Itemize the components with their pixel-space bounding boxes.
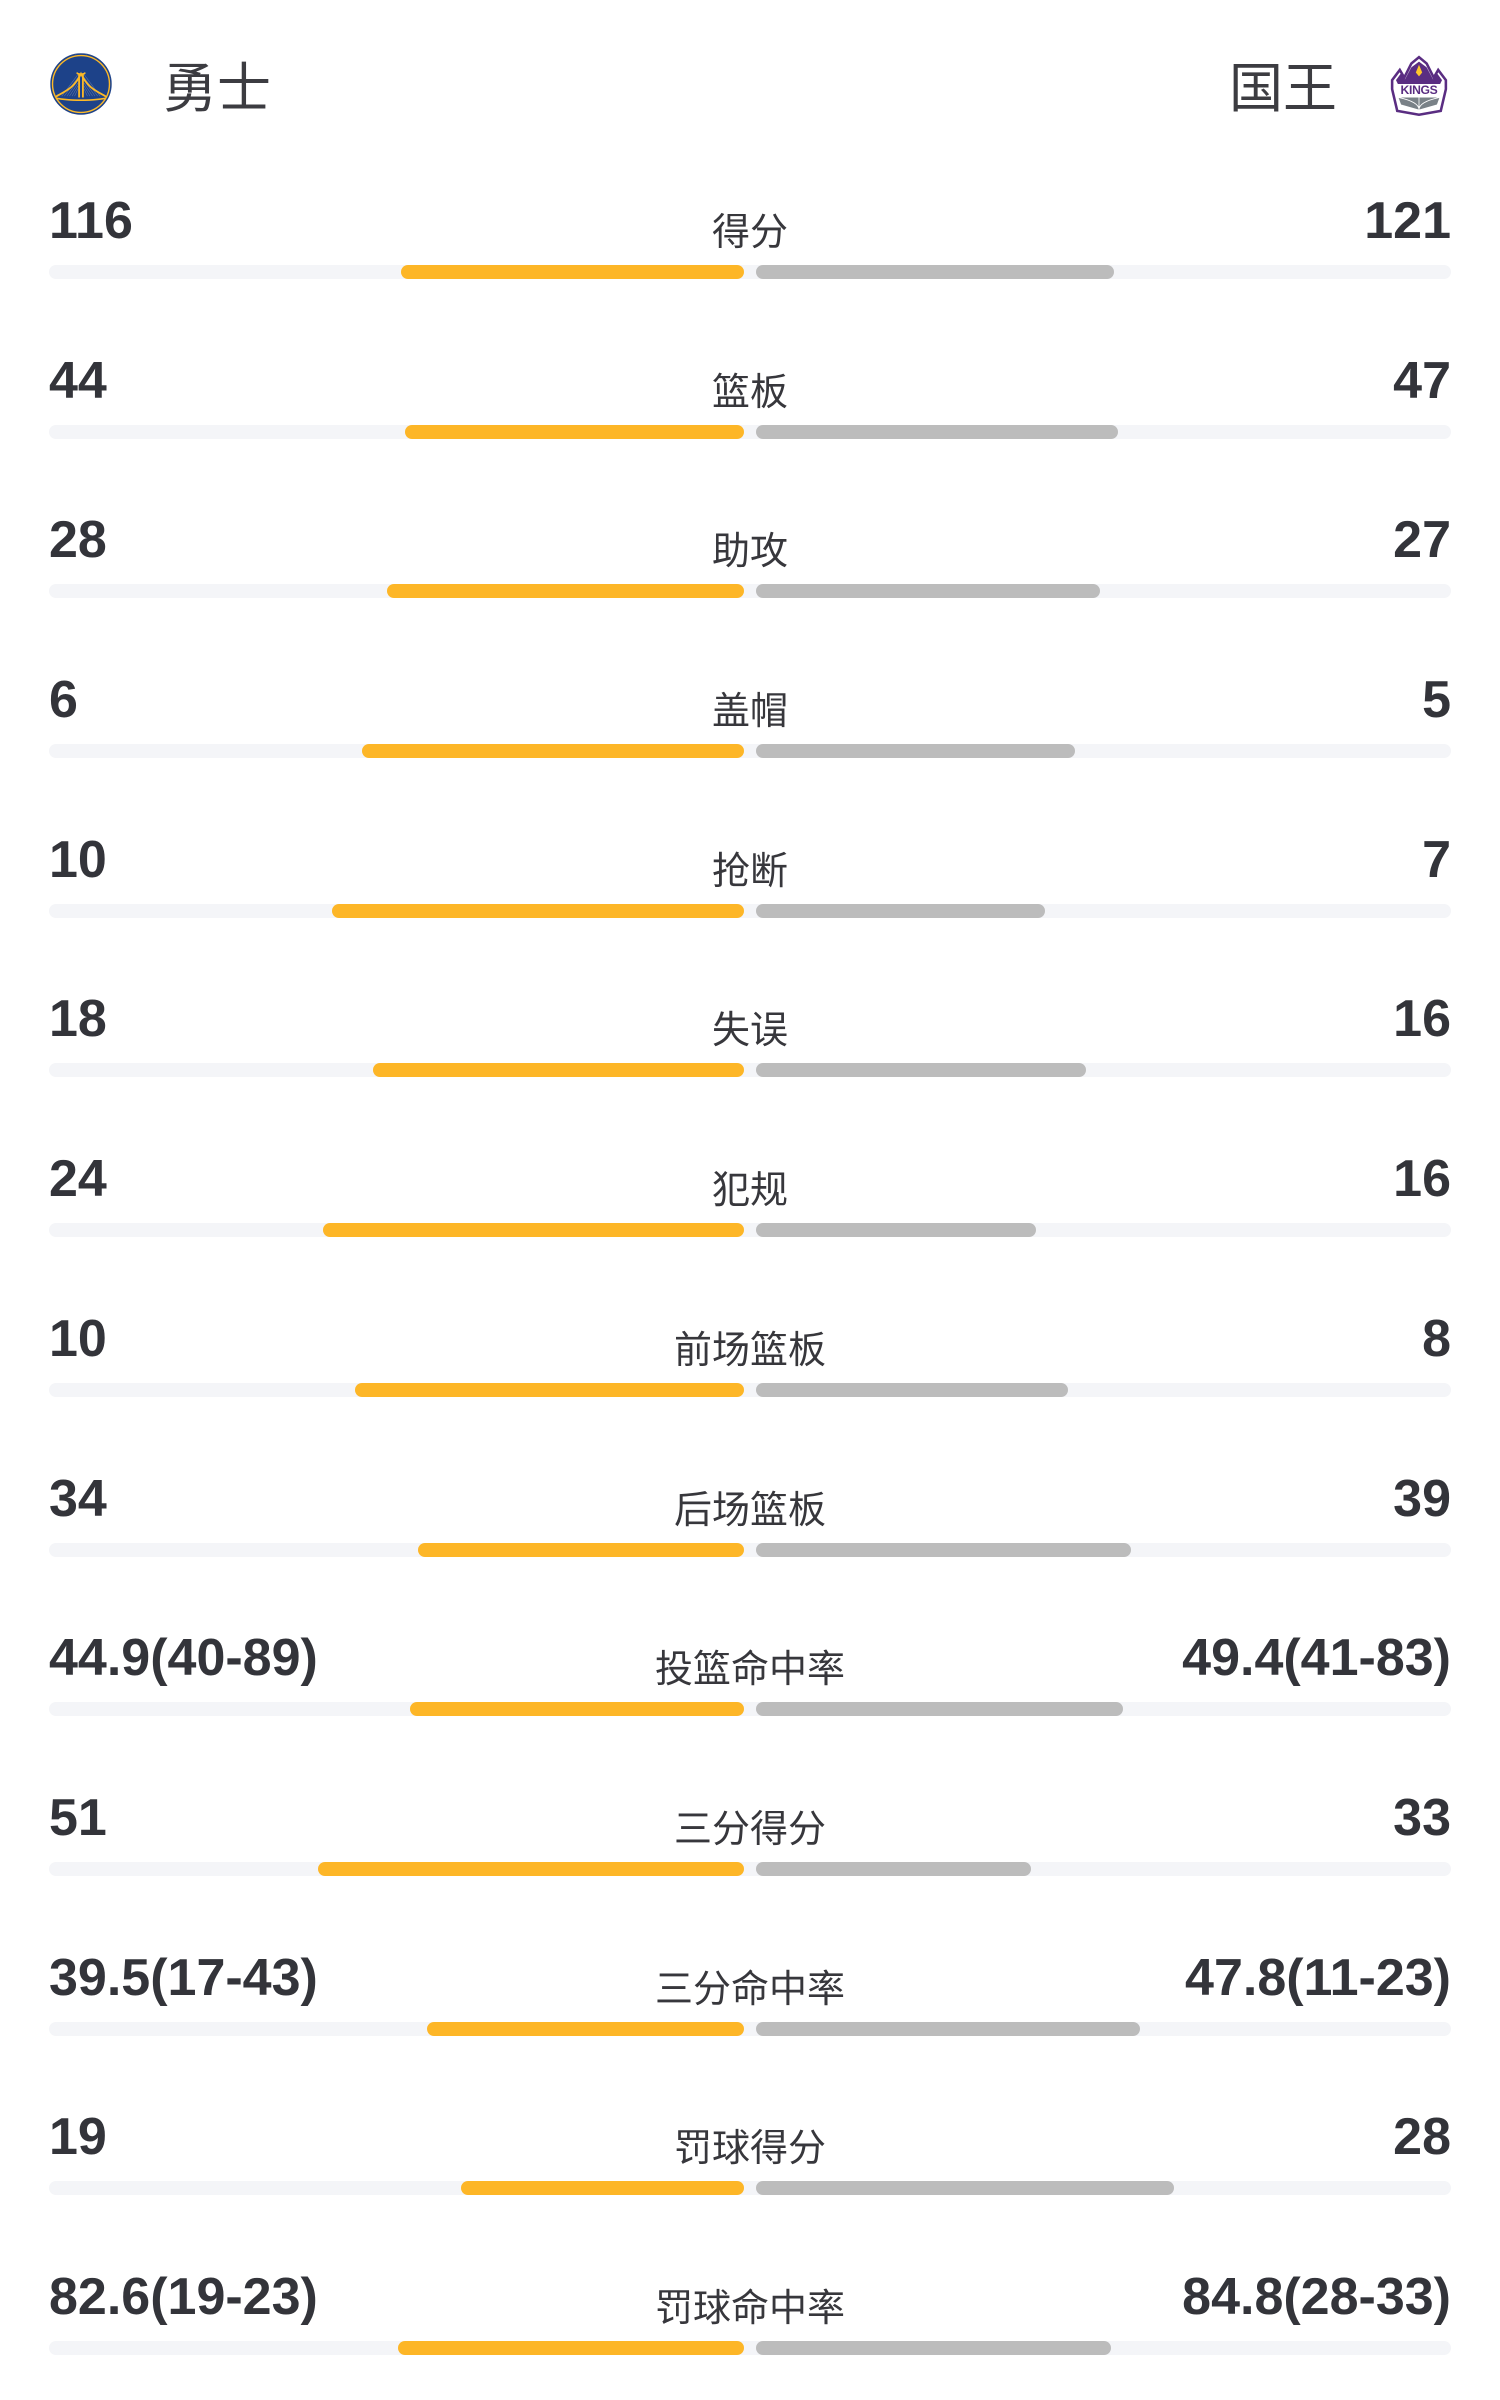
- svg-text:KINGS: KINGS: [1401, 83, 1438, 97]
